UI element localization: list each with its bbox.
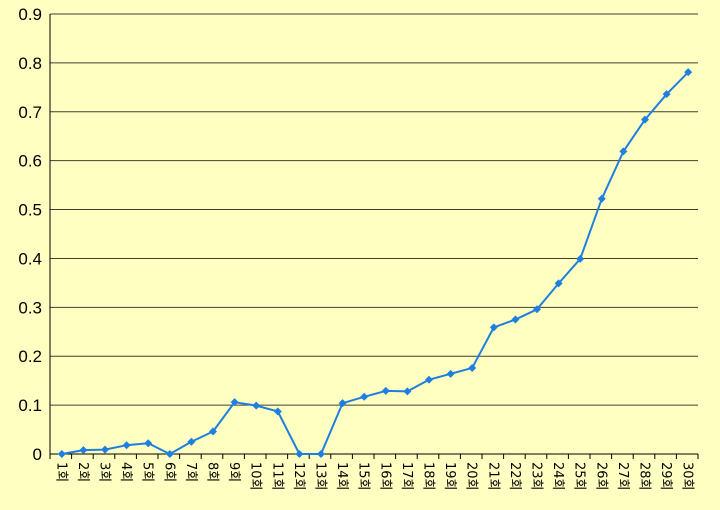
data-point-marker — [381, 386, 390, 395]
x-tick-label: 3회 — [97, 462, 112, 482]
data-point-marker — [684, 68, 693, 77]
x-tick-label: 2회 — [75, 462, 90, 482]
data-point-marker — [295, 450, 304, 458]
data-point-marker — [597, 194, 606, 203]
x-tick-label: 29회 — [658, 462, 673, 491]
y-tick-label: 0.1 — [18, 396, 42, 415]
x-tick-label: 8회 — [205, 462, 220, 482]
x-tick-label: 16회 — [377, 462, 392, 491]
x-tick-label: 28회 — [637, 462, 652, 491]
data-point-marker — [230, 398, 239, 407]
data-point-marker — [338, 399, 347, 408]
data-point-marker — [187, 437, 196, 446]
data-point-marker — [489, 323, 498, 332]
series-line — [61, 71, 689, 455]
x-axis-ticks: 1회 2회 3회 4회 5회 6회 7회 8회 9회 10회 11회 12회 13회 14회 15회 16회 1… — [49, 454, 699, 491]
x-tick-label: 7회 — [183, 462, 198, 482]
data-point-marker — [122, 441, 131, 450]
data-point-marker — [641, 115, 649, 124]
data-point-marker — [101, 445, 109, 454]
data-point-marker — [360, 392, 369, 401]
data-point-marker — [468, 363, 477, 372]
x-tick-label: 18회 — [421, 462, 436, 491]
data-point-marker — [576, 254, 585, 263]
y-tick-label: 0.2 — [18, 347, 42, 366]
x-tick-label: 9회 — [226, 462, 241, 482]
x-tick-label: 10회 — [248, 462, 263, 491]
y-tick-label: 0.8 — [18, 54, 42, 73]
x-tick-label: 12회 — [291, 462, 306, 491]
data-point-marker — [662, 90, 671, 99]
data-point-marker — [425, 375, 433, 384]
y-tick-label: 0 — [33, 445, 42, 464]
data-point-marker — [403, 387, 412, 396]
x-tick-label: 11회 — [269, 462, 284, 491]
y-axis-ticks: 0 0.1 0.2 0.3 0.4 0.5 0.6 0.7 0.8 0.9 — [18, 5, 42, 464]
x-tick-label: 14회 — [334, 462, 349, 491]
x-tick-label: 25회 — [572, 462, 587, 491]
x-tick-label: 23회 — [529, 462, 544, 491]
y-tick-label: 0.3 — [18, 298, 42, 317]
data-point-marker — [446, 369, 455, 378]
y-tick-label: 0.6 — [18, 152, 42, 171]
y-tick-label: 0.7 — [18, 103, 42, 122]
data-point-marker — [533, 305, 541, 314]
data-point-marker — [144, 439, 153, 448]
x-tick-label: 27회 — [615, 462, 630, 491]
data-point-marker — [317, 450, 325, 458]
data-point-marker — [165, 450, 174, 458]
data-point-marker — [79, 446, 88, 455]
x-tick-label: 4회 — [118, 462, 133, 482]
x-tick-label: 24회 — [550, 462, 565, 491]
x-tick-label: 6회 — [161, 462, 176, 482]
y-tick-label: 0.9 — [18, 5, 42, 24]
x-tick-label: 13회 — [313, 462, 328, 491]
series-layer — [57, 68, 693, 458]
x-tick-label: 20회 — [464, 462, 479, 491]
data-point-marker — [511, 315, 520, 324]
data-point-marker — [57, 450, 66, 458]
data-point-marker — [554, 279, 563, 288]
x-tick-label: 17회 — [399, 462, 414, 491]
x-tick-label: 30회 — [680, 462, 695, 491]
y-tick-label: 0.4 — [18, 249, 42, 268]
x-tick-label: 21회 — [485, 462, 500, 491]
data-point-marker — [252, 401, 261, 410]
data-point-marker — [619, 147, 628, 156]
x-tick-label: 5회 — [140, 462, 155, 482]
x-tick-label: 26회 — [593, 462, 608, 491]
y-tick-label: 0.5 — [18, 201, 42, 220]
data-point-marker — [273, 407, 282, 416]
x-tick-label: 22회 — [507, 462, 522, 491]
x-tick-label: 1회 — [53, 462, 68, 482]
x-tick-label: 15회 — [356, 462, 371, 491]
data-point-marker — [209, 427, 217, 436]
x-tick-label: 19회 — [442, 462, 457, 491]
